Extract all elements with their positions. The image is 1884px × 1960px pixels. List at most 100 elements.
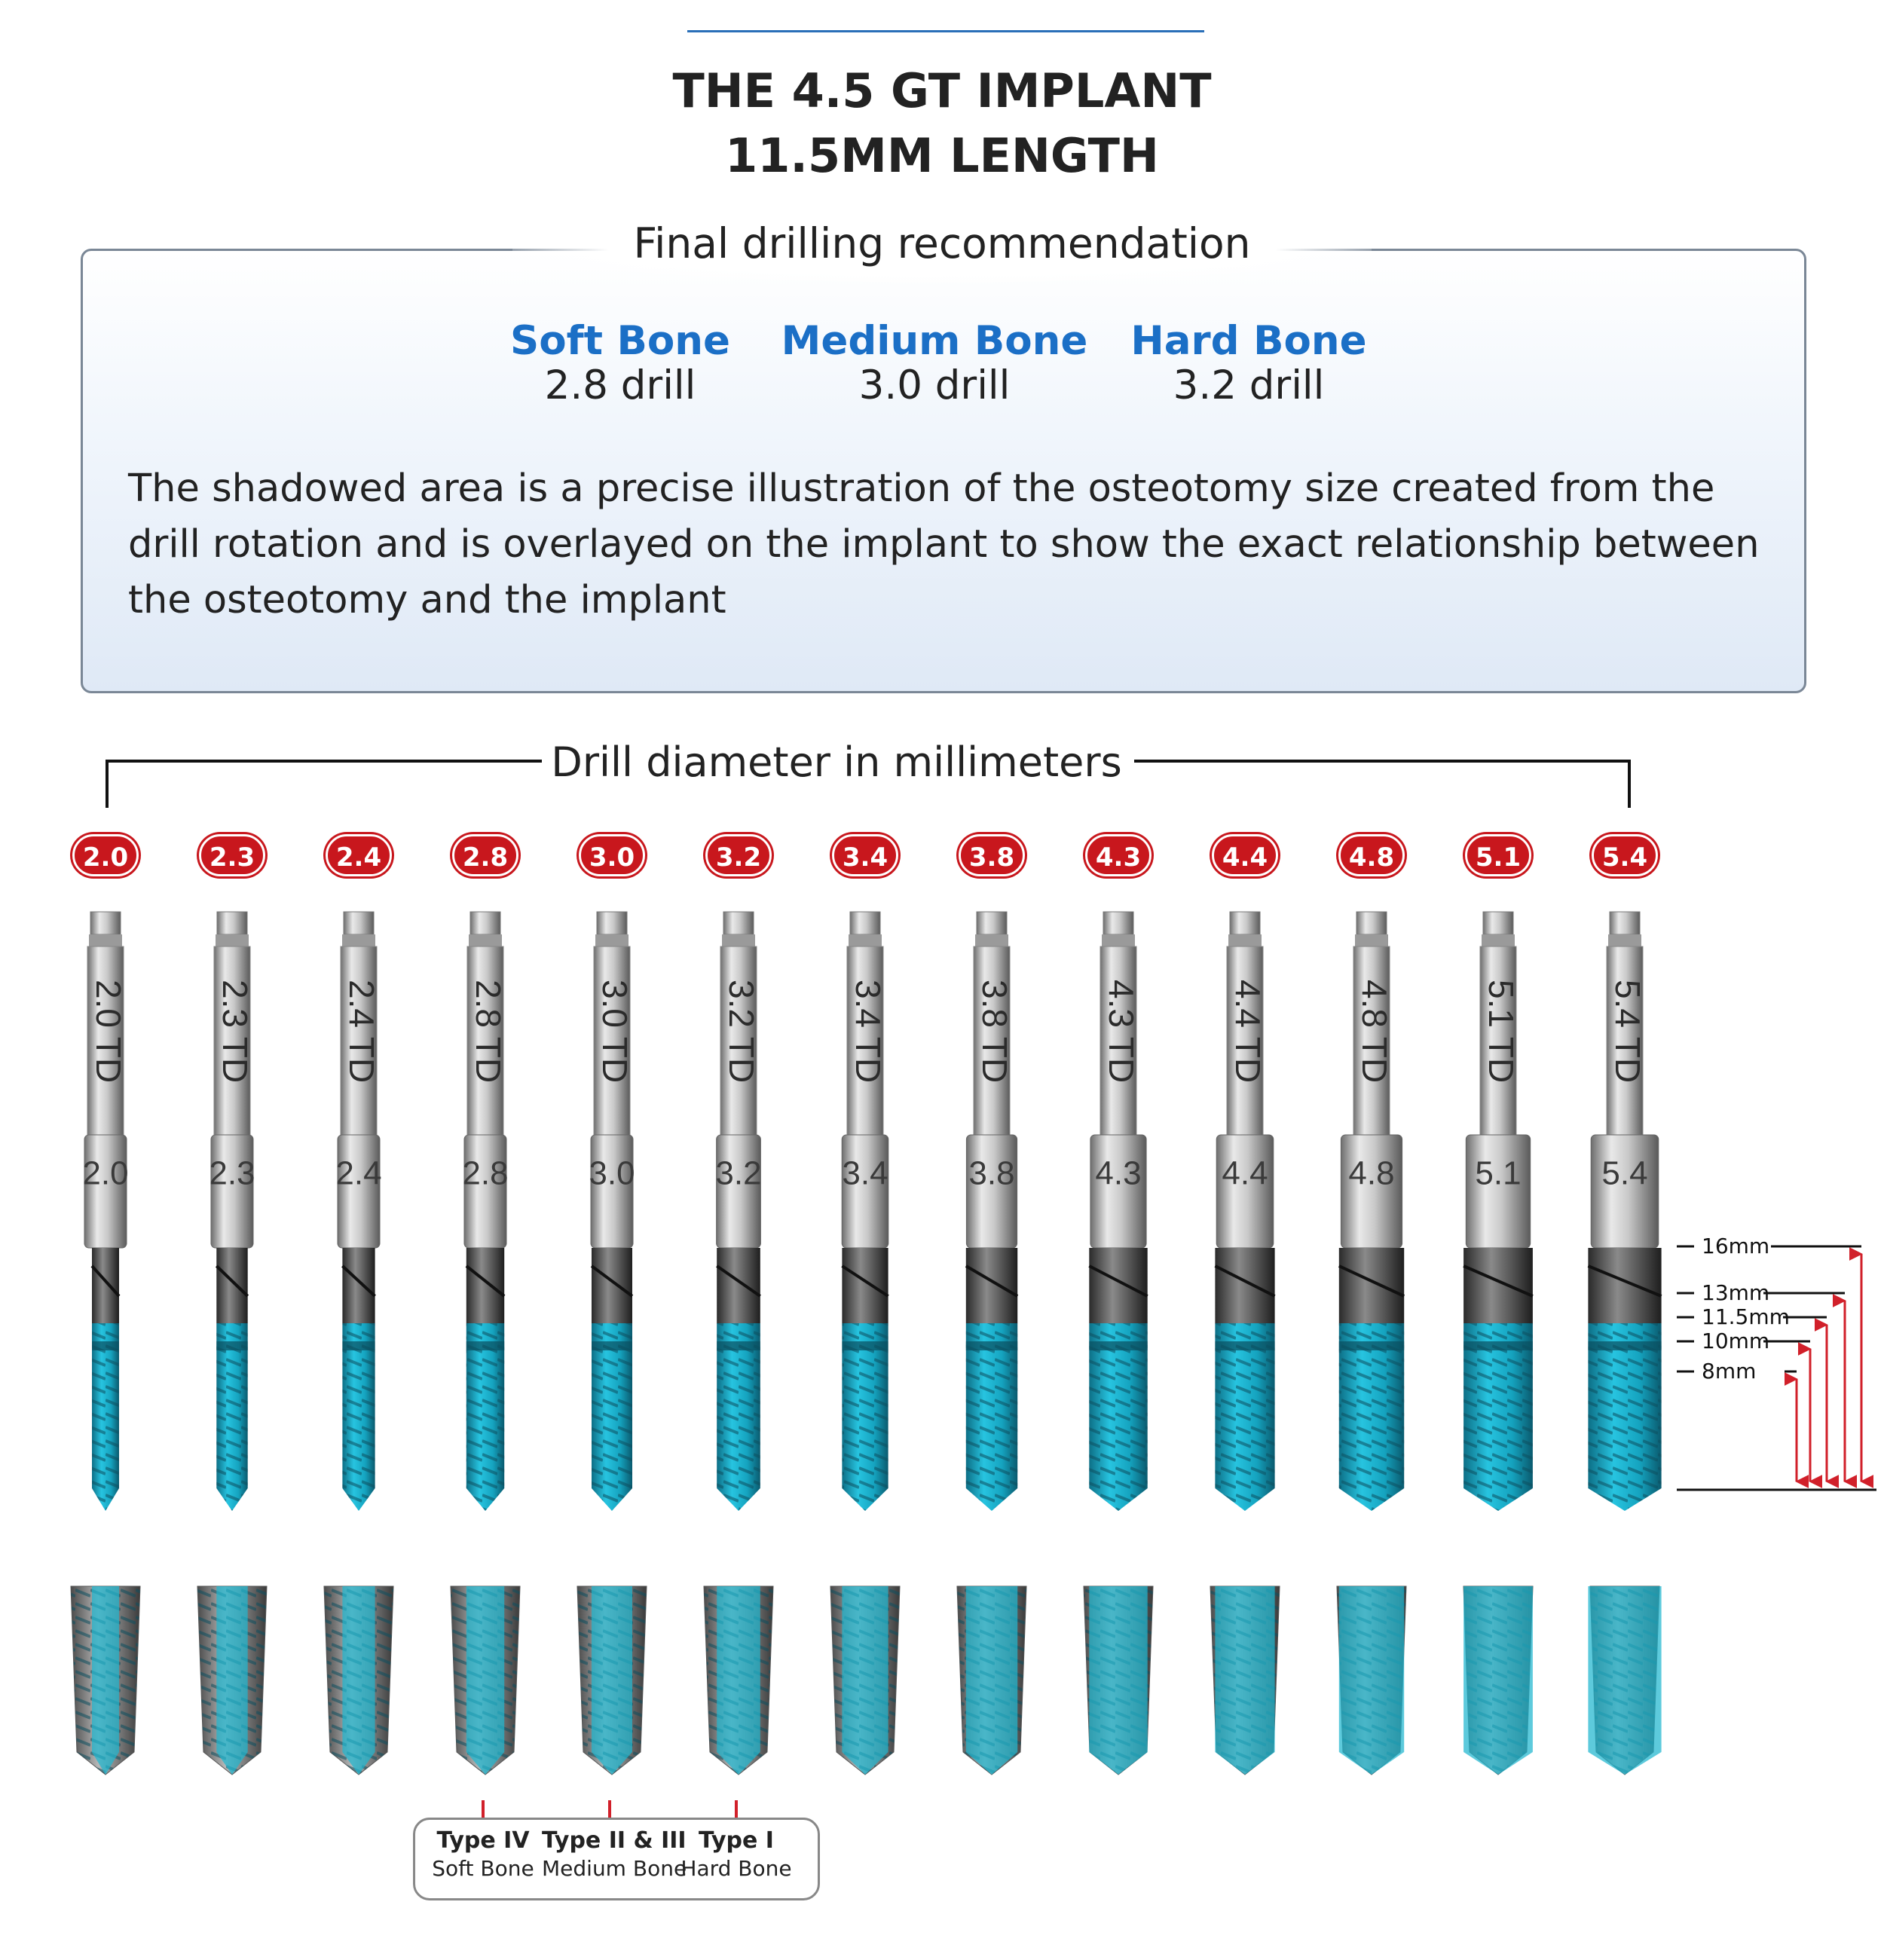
- drill: 2.8 TD 2.8: [462, 911, 509, 1511]
- implant: [577, 1585, 647, 1775]
- bone-drill: 3.2 drill: [1173, 362, 1325, 408]
- implant-osteotomy-overlay: [1463, 1586, 1533, 1775]
- drill-flute-dark: [1338, 1248, 1405, 1323]
- implant: [70, 1585, 141, 1775]
- diameter-badge: 5.4: [1592, 834, 1658, 876]
- depth-label-13mm: 13mm: [1702, 1280, 1770, 1305]
- diameter-badge: 2.0: [72, 834, 139, 876]
- drill-flute-dark: [216, 1248, 248, 1323]
- page-title: THE 4.5 GT IMPLANT 11.5MM LENGTH: [0, 59, 1884, 188]
- diameter-badge: 3.0: [579, 834, 645, 876]
- drill-shank: [1226, 946, 1264, 1136]
- drill: 2.0 TD 2.0: [82, 911, 129, 1511]
- drill-collar-label: 5.1: [1475, 1155, 1521, 1192]
- implant: [1336, 1585, 1407, 1775]
- implant-osteotomy-overlay: [216, 1586, 248, 1775]
- drill-latch: [723, 911, 754, 935]
- bone-drill: 2.8 drill: [544, 362, 696, 408]
- drill-latch-notch: [1355, 934, 1388, 948]
- drill-spiral: [466, 1323, 505, 1511]
- diameter-badge: 3.2: [705, 834, 772, 876]
- drill-flute-dark: [1089, 1248, 1148, 1323]
- drill-latch-notch: [849, 934, 882, 948]
- implant-osteotomy-overlay: [965, 1586, 1018, 1775]
- implant-osteotomy-overlay: [1215, 1586, 1275, 1775]
- drill-spiral: [1338, 1323, 1405, 1511]
- drill-flute-dark: [466, 1248, 505, 1323]
- depth-scale: [1677, 1245, 1876, 1491]
- drill-shank-label: 3.2 TD: [722, 980, 761, 1083]
- drill-latch: [90, 911, 121, 935]
- drill-depth-band: [1089, 1341, 1148, 1350]
- title-line-2: 11.5MM LENGTH: [725, 128, 1159, 183]
- drill-latch-notch: [1102, 934, 1135, 948]
- drill-shank-label: 3.8 TD: [975, 980, 1014, 1083]
- drill-spiral: [965, 1323, 1018, 1511]
- drill-collar-label: 2.3: [209, 1155, 255, 1192]
- drill-flute-edge: [841, 1264, 889, 1298]
- drill-latch-notch: [975, 934, 1008, 948]
- bracket-right: [1134, 760, 1631, 808]
- drill-shank: [87, 946, 124, 1136]
- drill-flute-edge: [716, 1264, 761, 1298]
- implant-osteotomy-overlay: [842, 1586, 888, 1775]
- drill-spiral: [92, 1323, 119, 1511]
- drill-flute-dark: [92, 1248, 119, 1323]
- drill-flute-edge: [1338, 1264, 1405, 1298]
- recommendation-title: Final drilling recommendation: [633, 219, 1251, 268]
- drill: 3.0 TD 3.0: [589, 911, 635, 1511]
- drill-spiral: [1588, 1323, 1662, 1511]
- drill-collar-label: 3.2: [715, 1155, 761, 1192]
- implant: [197, 1585, 268, 1775]
- drill-shank: [846, 946, 884, 1136]
- depth-label-11-5mm: 11.5mm: [1702, 1304, 1790, 1329]
- drill-latch: [596, 911, 628, 935]
- drill-latch: [1103, 911, 1134, 935]
- drill-depth-band: [1588, 1341, 1662, 1350]
- drill-collar-label: 3.8: [968, 1155, 1014, 1192]
- implant: [830, 1585, 901, 1775]
- drill-shank: [213, 946, 251, 1136]
- depth-label-8mm: 8mm: [1702, 1359, 1757, 1384]
- drill: 4.3 TD 4.3: [1088, 911, 1148, 1511]
- drill-spiral: [592, 1323, 632, 1511]
- implant: [450, 1585, 521, 1775]
- drill-flute-edge: [465, 1264, 506, 1298]
- implant: [1463, 1585, 1534, 1775]
- drill-spiral: [1089, 1323, 1148, 1511]
- drill-flute-edge: [90, 1264, 121, 1298]
- drill-collar-label: 2.4: [335, 1155, 381, 1192]
- drill: 2.3 TD 2.3: [209, 911, 255, 1511]
- osteotomy-description: The shadowed area is a precise illustrat…: [128, 466, 1760, 622]
- drill-latch-notch: [1608, 934, 1641, 948]
- bone-drill: 3.0 drill: [858, 362, 1011, 408]
- drill-latch-notch: [342, 934, 375, 948]
- implant-osteotomy-overlay: [1089, 1586, 1148, 1775]
- drill-shank: [340, 946, 378, 1136]
- bone-medium: Medium Bone 3.0 drill: [776, 318, 1093, 407]
- drill-flute-edge: [1214, 1264, 1276, 1298]
- header-rule: [687, 30, 1204, 32]
- drill-depth-band: [842, 1341, 888, 1350]
- drill-latch: [1609, 911, 1641, 935]
- drill-flute-dark: [1215, 1248, 1275, 1323]
- drill-shank-label: 5.1 TD: [1482, 980, 1521, 1083]
- implant: [323, 1585, 394, 1775]
- drill-depth-band: [342, 1341, 375, 1350]
- drill-depth-band: [965, 1341, 1018, 1350]
- panel-title-backdrop: [512, 215, 1372, 283]
- bone-type-name: Type II & III: [542, 1827, 687, 1854]
- diameter-badge: 4.8: [1338, 834, 1405, 876]
- drill-shank-label: 5.4 TD: [1608, 980, 1647, 1083]
- drill-shank: [1479, 946, 1517, 1136]
- drill-flute-edge: [341, 1264, 376, 1298]
- drill-latch-notch: [1228, 934, 1262, 948]
- drill-shank-label: 3.0 TD: [595, 980, 635, 1083]
- bone-type-name: Type IV: [436, 1827, 530, 1854]
- bone-name: Hard Bone: [1130, 318, 1367, 364]
- bone-hard: Hard Bone 3.2 drill: [1090, 318, 1407, 407]
- drill-flute-dark: [1463, 1248, 1533, 1323]
- drill-flute-dark: [965, 1248, 1018, 1323]
- drill-collar-label: 4.8: [1348, 1155, 1394, 1192]
- diameter-badge: 4.4: [1212, 834, 1278, 876]
